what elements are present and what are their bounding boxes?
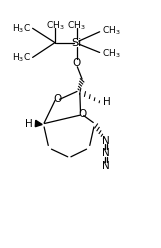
Text: O: O <box>53 94 62 104</box>
Text: CH$_3$: CH$_3$ <box>46 20 64 32</box>
Polygon shape <box>35 120 42 127</box>
Text: Si: Si <box>71 38 82 48</box>
Text: CH$_3$: CH$_3$ <box>67 20 86 32</box>
Text: H$_3$C: H$_3$C <box>12 51 31 64</box>
Text: N: N <box>102 148 110 158</box>
Text: CH$_3$: CH$_3$ <box>102 25 121 37</box>
Text: N: N <box>102 136 110 146</box>
Text: O: O <box>72 58 81 68</box>
Text: H: H <box>25 119 33 128</box>
Text: CH$_3$: CH$_3$ <box>102 47 121 60</box>
Text: O: O <box>78 109 86 119</box>
Text: H$_3$C: H$_3$C <box>12 22 31 34</box>
Text: H: H <box>103 97 111 107</box>
Text: N: N <box>102 161 110 171</box>
